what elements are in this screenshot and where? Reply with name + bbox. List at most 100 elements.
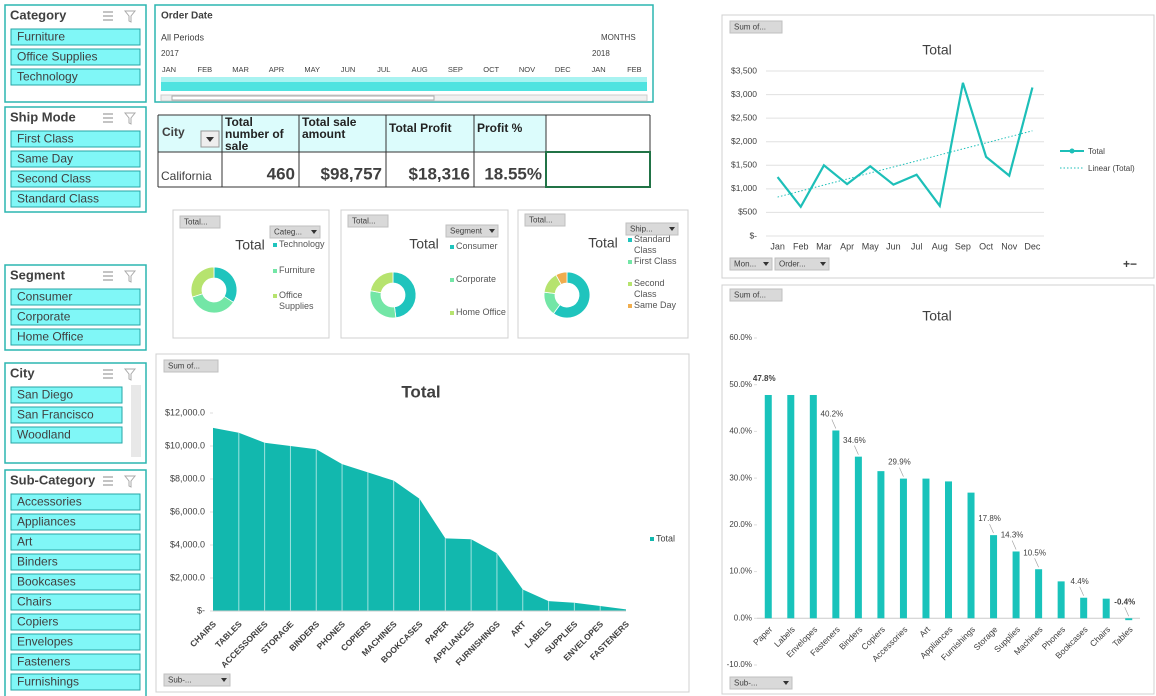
multi-select-icon[interactable] bbox=[103, 369, 113, 379]
slicer-item[interactable] bbox=[10, 633, 141, 651]
slicer-item[interactable] bbox=[10, 533, 141, 551]
slicer-item[interactable] bbox=[10, 386, 123, 404]
legend-label: Total bbox=[656, 533, 675, 543]
leader-line bbox=[1011, 540, 1017, 550]
clear-filter-icon[interactable] bbox=[123, 112, 137, 125]
field-button[interactable] bbox=[625, 222, 679, 236]
table-cell: California bbox=[161, 169, 212, 183]
field-button[interactable] bbox=[524, 213, 566, 227]
leader-line bbox=[989, 524, 994, 534]
slicer-item[interactable] bbox=[10, 28, 141, 46]
field-button[interactable] bbox=[179, 215, 221, 229]
field-button[interactable] bbox=[347, 214, 389, 228]
x-tick-label: Nov bbox=[1001, 241, 1018, 251]
field-button[interactable] bbox=[163, 673, 231, 687]
slicer-item[interactable] bbox=[10, 593, 141, 611]
timeline-month: MAY bbox=[304, 65, 320, 74]
timeline-period: All Periods bbox=[161, 32, 205, 42]
legend-label-box: Consumer bbox=[456, 241, 498, 251]
leader-line bbox=[854, 445, 859, 455]
bar bbox=[1080, 597, 1088, 619]
chart-title: Total bbox=[922, 42, 952, 58]
clear-filter-icon[interactable] bbox=[123, 270, 137, 283]
y-tick-label: $8,000.0 bbox=[170, 473, 205, 483]
field-button[interactable] bbox=[163, 359, 219, 373]
slicer-item[interactable] bbox=[10, 426, 123, 444]
slicer-item[interactable] bbox=[10, 493, 141, 511]
field-button[interactable] bbox=[729, 257, 773, 271]
slicer-item[interactable] bbox=[10, 613, 141, 631]
slicer-item[interactable] bbox=[10, 308, 141, 326]
slicer-item-label: Woodland bbox=[17, 428, 71, 442]
data-label: 47.8% bbox=[753, 374, 776, 383]
field-button-label: Total... bbox=[352, 217, 376, 226]
field-button[interactable] bbox=[729, 288, 783, 302]
legend-label: Standard Class bbox=[634, 234, 671, 255]
table-header-bg bbox=[158, 115, 546, 152]
field-button[interactable] bbox=[269, 225, 321, 239]
x-tick-label: Feb bbox=[793, 241, 809, 251]
slicer-item[interactable] bbox=[10, 190, 141, 208]
filter-arrow bbox=[206, 137, 214, 142]
clear-filter-icon[interactable] bbox=[123, 10, 137, 23]
x-tick-label: Dec bbox=[1024, 241, 1041, 251]
timeline-unit[interactable]: MONTHS bbox=[601, 33, 636, 42]
multi-select-icon[interactable] bbox=[103, 113, 113, 123]
donut-slice bbox=[190, 266, 215, 298]
y-tick-label: 0.0% bbox=[734, 613, 752, 622]
clear-filter-icon[interactable] bbox=[123, 475, 137, 488]
slicer-item-label: Furnishings bbox=[17, 675, 79, 689]
table-value: $18,316 bbox=[409, 164, 470, 183]
slicer-item[interactable] bbox=[10, 653, 141, 671]
slicer-item[interactable] bbox=[10, 68, 141, 86]
slicer-item[interactable] bbox=[10, 150, 141, 168]
bar bbox=[1125, 618, 1133, 621]
clear-filter-icon[interactable] bbox=[123, 368, 137, 381]
timeline-bar-shine bbox=[161, 77, 647, 82]
field-button[interactable] bbox=[774, 257, 830, 271]
bar bbox=[832, 430, 840, 619]
field-button[interactable] bbox=[445, 224, 499, 238]
chart-frame bbox=[721, 14, 1155, 279]
x-tick-label: Jun bbox=[886, 241, 901, 251]
data-label: 34.6% bbox=[843, 436, 866, 445]
field-button[interactable] bbox=[729, 20, 783, 34]
leader-line bbox=[1034, 558, 1039, 568]
slicer-item[interactable] bbox=[10, 673, 141, 691]
zoom-buttons[interactable]: +− bbox=[1123, 257, 1137, 271]
chart-title: Total bbox=[401, 382, 440, 401]
legend-label: Furniture bbox=[279, 265, 316, 275]
slicer-item[interactable] bbox=[10, 406, 123, 424]
multi-select-icon[interactable] bbox=[103, 271, 113, 281]
multi-select-icon[interactable] bbox=[103, 476, 113, 486]
slicer-item-label: Consumer bbox=[17, 290, 72, 304]
table-header: City bbox=[162, 125, 185, 139]
slicer-item[interactable] bbox=[10, 328, 141, 346]
line-series bbox=[776, 82, 1034, 209]
slicer-item[interactable] bbox=[10, 573, 141, 591]
timeline-month: DEC bbox=[555, 65, 571, 74]
slicer-item[interactable] bbox=[10, 170, 141, 188]
slicer-item[interactable] bbox=[10, 48, 141, 66]
bar bbox=[967, 492, 975, 619]
slicer-item-label: Chairs bbox=[17, 595, 52, 609]
slicer-item[interactable] bbox=[10, 553, 141, 571]
field-button[interactable] bbox=[729, 676, 793, 690]
dropdown-arrow bbox=[783, 681, 789, 685]
table-header: Total number of sale bbox=[225, 116, 284, 151]
field-button-label: Total... bbox=[529, 216, 553, 225]
legend-label-box: First Class bbox=[634, 256, 677, 266]
slicer-item-label: San Francisco bbox=[17, 408, 94, 422]
slicer-item[interactable] bbox=[10, 513, 141, 531]
slicer-item[interactable] bbox=[10, 130, 141, 148]
y-tick-label: $500 bbox=[738, 207, 757, 217]
slicer-item[interactable] bbox=[10, 288, 141, 306]
dropdown-arrow bbox=[311, 230, 317, 234]
timeline-month: JUN bbox=[341, 65, 356, 74]
dropdown-arrow bbox=[763, 262, 769, 266]
x-tick-label: May bbox=[862, 241, 880, 251]
multi-select-icon[interactable] bbox=[103, 11, 113, 21]
x-tick-label: Mar bbox=[816, 241, 832, 251]
bar bbox=[945, 481, 952, 619]
slicer-item-label: Art bbox=[17, 535, 33, 549]
